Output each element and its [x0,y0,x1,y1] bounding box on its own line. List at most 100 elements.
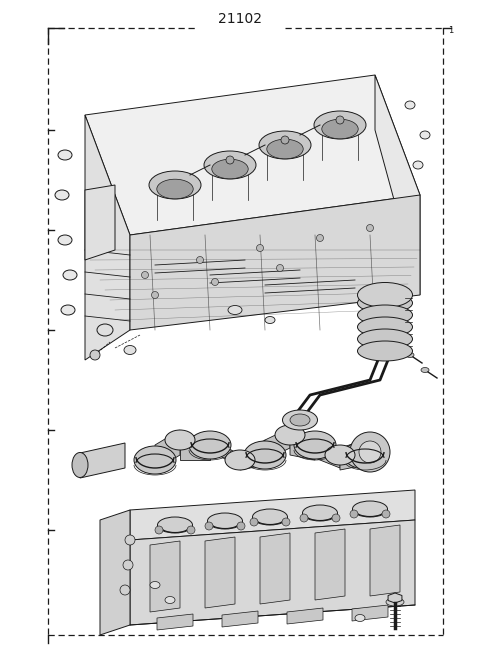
Ellipse shape [421,367,429,373]
Ellipse shape [55,190,69,200]
Ellipse shape [386,598,404,606]
Ellipse shape [165,430,195,450]
Circle shape [125,535,135,545]
Ellipse shape [61,305,75,315]
Ellipse shape [149,171,201,199]
Polygon shape [85,185,115,260]
Ellipse shape [207,513,242,529]
Text: 1: 1 [448,26,453,35]
Ellipse shape [283,410,317,430]
Polygon shape [85,75,420,235]
Polygon shape [340,440,365,470]
Ellipse shape [244,441,286,469]
Polygon shape [205,537,235,608]
Ellipse shape [358,305,412,325]
Ellipse shape [204,151,256,179]
Polygon shape [85,115,130,360]
Ellipse shape [294,431,336,459]
Circle shape [276,265,284,271]
Ellipse shape [228,306,242,315]
Ellipse shape [413,161,423,169]
Circle shape [142,271,148,279]
Ellipse shape [157,517,192,533]
Ellipse shape [406,353,414,357]
Circle shape [332,514,340,522]
Ellipse shape [358,283,412,307]
Ellipse shape [420,131,430,139]
Circle shape [282,518,290,526]
Ellipse shape [124,346,136,355]
Ellipse shape [252,509,288,525]
Polygon shape [265,428,290,460]
Circle shape [205,522,213,530]
Polygon shape [222,611,258,627]
Ellipse shape [150,581,160,589]
Ellipse shape [189,431,231,459]
Polygon shape [290,435,315,460]
Ellipse shape [290,414,310,426]
Ellipse shape [97,324,113,336]
Polygon shape [388,593,402,603]
Ellipse shape [134,446,176,474]
Polygon shape [352,605,388,621]
Polygon shape [130,490,415,540]
Ellipse shape [165,597,175,604]
Circle shape [196,256,204,263]
Polygon shape [315,529,345,600]
Circle shape [316,235,324,242]
Ellipse shape [72,453,88,478]
Circle shape [250,518,258,526]
Polygon shape [130,195,420,330]
Circle shape [90,350,100,360]
Ellipse shape [355,614,365,622]
Ellipse shape [352,501,387,517]
Polygon shape [375,75,420,295]
Ellipse shape [325,445,355,465]
Polygon shape [370,525,400,596]
Polygon shape [157,614,193,630]
Circle shape [226,156,234,164]
Polygon shape [130,520,415,625]
Ellipse shape [58,150,72,160]
Polygon shape [150,541,180,612]
Circle shape [350,510,358,518]
Ellipse shape [302,505,337,521]
Circle shape [300,514,308,522]
Ellipse shape [358,329,412,349]
Circle shape [382,510,390,518]
Text: 21102: 21102 [218,12,262,26]
Ellipse shape [58,235,72,245]
Ellipse shape [314,111,366,139]
Ellipse shape [225,450,255,470]
Ellipse shape [359,441,381,463]
Polygon shape [260,533,290,604]
Polygon shape [180,435,210,460]
Polygon shape [155,430,180,470]
Circle shape [212,279,218,286]
Ellipse shape [275,425,305,445]
Circle shape [256,244,264,252]
Circle shape [120,585,130,595]
Circle shape [155,526,163,534]
Circle shape [367,225,373,231]
Ellipse shape [350,432,390,472]
Polygon shape [315,440,340,468]
Ellipse shape [265,317,275,323]
Ellipse shape [322,119,358,139]
Ellipse shape [212,159,248,179]
Circle shape [152,292,158,298]
Ellipse shape [358,293,412,313]
Ellipse shape [267,139,303,159]
Circle shape [123,560,133,570]
Polygon shape [240,440,265,470]
Ellipse shape [63,270,77,280]
Circle shape [187,526,195,534]
Polygon shape [100,510,130,635]
Ellipse shape [405,101,415,109]
Ellipse shape [259,131,311,159]
Circle shape [281,136,289,144]
Polygon shape [80,443,125,478]
Polygon shape [210,438,240,468]
Ellipse shape [157,179,193,199]
Ellipse shape [344,441,386,469]
